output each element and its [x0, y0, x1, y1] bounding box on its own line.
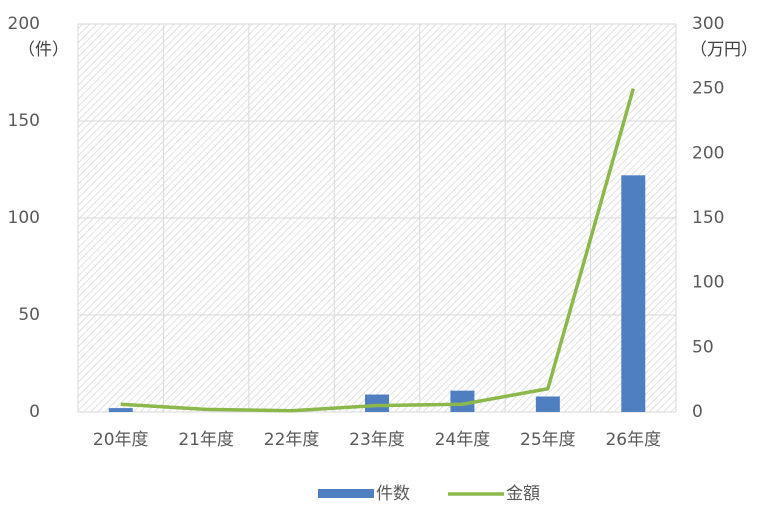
- bar: [535, 396, 560, 412]
- x-tick-label: 20年度: [93, 430, 149, 450]
- y2-axis-unit: （万円）: [690, 40, 758, 60]
- y2-tick-label: 100: [692, 273, 724, 293]
- y2-tick-label: 0: [692, 402, 703, 422]
- bar: [108, 408, 133, 412]
- y2-tick-label: 50: [692, 337, 714, 357]
- x-tick-label: 25年度: [520, 430, 576, 450]
- y-tick-label: 50: [18, 305, 40, 325]
- y-axis-unit: （件）: [18, 40, 69, 60]
- bar: [450, 390, 475, 412]
- legend-label: 件数: [376, 484, 410, 504]
- bar: [365, 394, 389, 412]
- x-tick-label: 23年度: [349, 430, 405, 450]
- x-tick-label: 22年度: [264, 430, 320, 450]
- y2-tick-label: 150: [692, 208, 724, 228]
- x-tick-label: 26年度: [605, 430, 661, 450]
- y2-tick-label: 250: [692, 79, 724, 99]
- x-tick-label: 24年度: [435, 430, 491, 450]
- bar: [621, 175, 646, 412]
- y-tick-label: 150: [8, 111, 40, 131]
- y2-tick-label: 300: [692, 14, 724, 34]
- x-tick-label: 21年度: [178, 430, 234, 450]
- y-tick-label: 200: [8, 14, 40, 34]
- line: [120, 88, 635, 413]
- y-tick-label: 100: [8, 208, 40, 228]
- y-tick-label: 0: [29, 402, 40, 422]
- y2-tick-label: 200: [692, 143, 724, 163]
- legend-label: 金額: [506, 484, 540, 504]
- legend-swatch: [318, 489, 374, 498]
